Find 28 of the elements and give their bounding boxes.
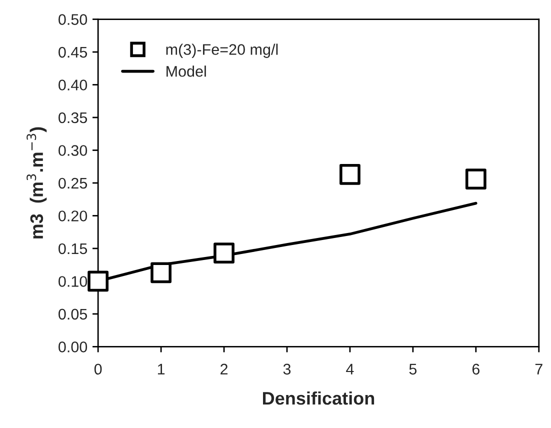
x-tick-label: 0 <box>94 364 102 375</box>
x-tick-label: 3 <box>283 364 291 375</box>
y-tick-label: 0.10 <box>58 276 88 287</box>
point <box>214 242 234 264</box>
x-tick-label: 1 <box>158 364 165 374</box>
legend-label: m(3)-Fe=20 mg/l <box>166 44 278 58</box>
y-tick-label: 0.20 <box>58 210 88 222</box>
x-tick-label: 4 <box>346 364 354 374</box>
x-axis-title: Densification <box>263 391 374 405</box>
point <box>88 270 109 292</box>
y-tick-label: 0.05 <box>58 308 88 320</box>
y-tick-label: 0.45 <box>58 46 88 58</box>
point <box>150 262 172 284</box>
x-tick-label: 7 <box>535 364 542 374</box>
y-tick-label: 0.30 <box>58 145 88 156</box>
y-tick-label: 0.15 <box>58 243 88 254</box>
x-tick-label: 2 <box>220 364 228 374</box>
y-tick-label: 0.40 <box>58 80 88 90</box>
y-tick-label: 0.25 <box>58 178 88 189</box>
y-tick-label: 0.50 <box>58 14 88 25</box>
y-tick-label: 0.35 <box>58 112 88 124</box>
point <box>340 164 360 185</box>
y-tick-label: 0.00 <box>58 342 88 352</box>
point <box>465 168 486 190</box>
x-tick-label: 5 <box>409 364 417 375</box>
legend-label: Model <box>166 66 206 77</box>
x-tick-label: 6 <box>472 364 480 375</box>
y-axis-title: m3 (m$^{3}$.m$^{−3}$) <box>26 127 47 238</box>
